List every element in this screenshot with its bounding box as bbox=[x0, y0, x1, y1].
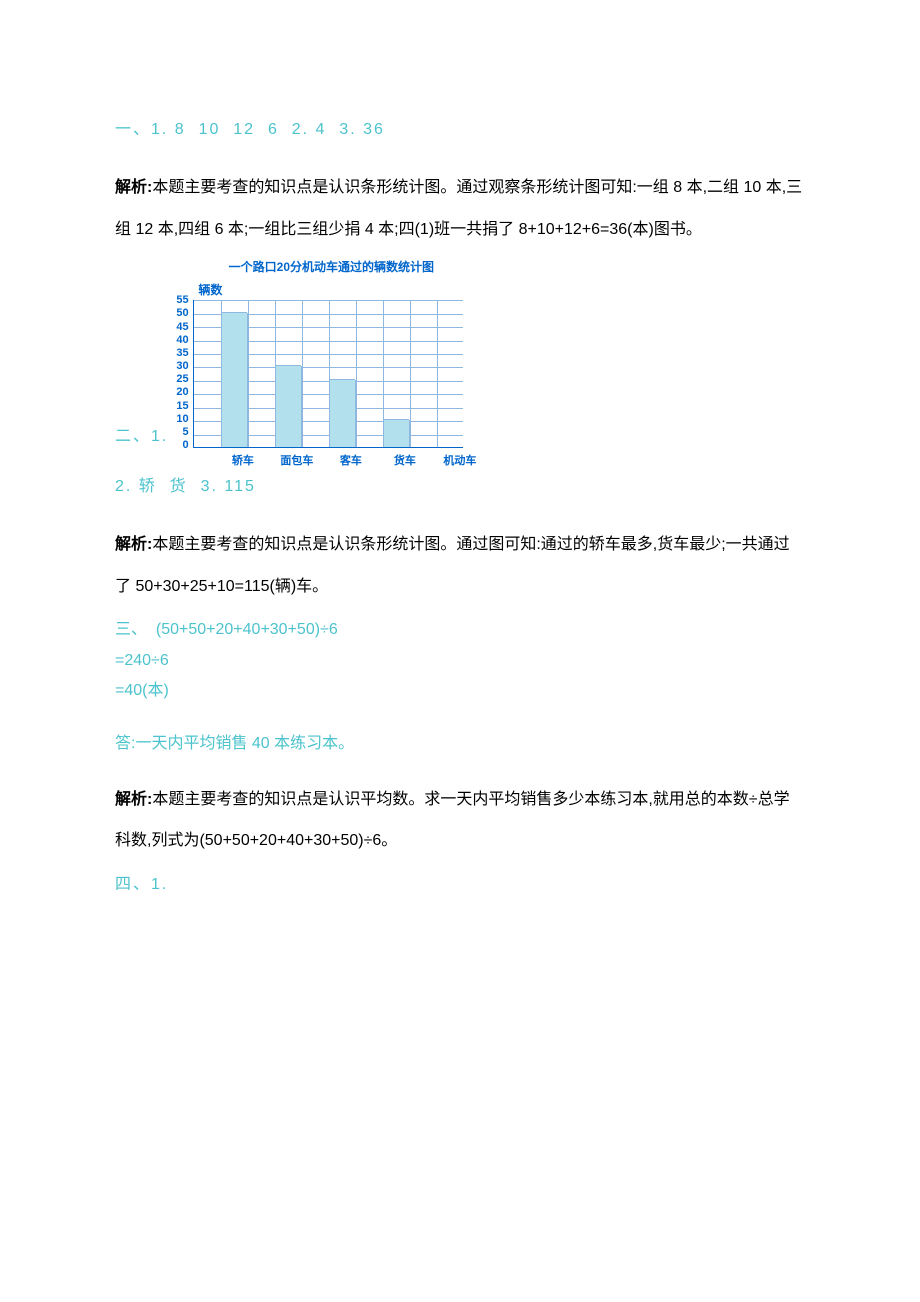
calc-line-1: 三、 (50+50+20+40+30+50)÷6 bbox=[115, 615, 805, 645]
ytick-label: 15 bbox=[176, 401, 188, 411]
xtick-label: 货车 bbox=[394, 452, 416, 468]
bar-chart: 一个路口20分机动车通过的辆数统计图 辆数 555045403530252015… bbox=[176, 258, 486, 450]
ytick-label: 0 bbox=[182, 440, 188, 450]
bar-客车 bbox=[329, 380, 356, 447]
gridline-v bbox=[302, 300, 303, 447]
ytick-label: 35 bbox=[176, 348, 188, 358]
ytick-label: 25 bbox=[176, 374, 188, 384]
chart-ylabel: 辆数 bbox=[198, 281, 486, 298]
bar-货车 bbox=[383, 420, 410, 447]
chart-xlabel-end: 机动车 bbox=[443, 452, 476, 468]
section-4-line: 四、1. bbox=[115, 870, 805, 894]
section-1-explanation: 解析:本题主要考查的知识点是认识条形统计图。通过观察条形统计图可知:一组 8 本… bbox=[115, 167, 805, 250]
ytick-label: 55 bbox=[176, 295, 188, 305]
explanation-label: 解析: bbox=[115, 791, 152, 808]
bar-面包车 bbox=[275, 366, 302, 447]
gridline-v bbox=[410, 300, 411, 447]
explanation-text: 本题主要考查的知识点是认识条形统计图。通过图可知:通过的轿车最多,货车最少;一共… bbox=[115, 536, 790, 595]
explanation-label: 解析: bbox=[115, 536, 152, 553]
ytick-label: 5 bbox=[182, 427, 188, 437]
explanation-text: 本题主要考查的知识点是认识条形统计图。通过观察条形统计图可知:一组 8 本,二组… bbox=[115, 179, 802, 238]
gridline-v bbox=[356, 300, 357, 447]
gridline-v bbox=[437, 300, 438, 447]
explanation-label: 解析: bbox=[115, 179, 152, 196]
ytick-label: 50 bbox=[176, 308, 188, 318]
section-3-explanation: 解析:本题主要考查的知识点是认识平均数。求一天内平均销售多少本练习本,就用总的本… bbox=[115, 779, 805, 862]
section-2-chart-row: 二、1. 一个路口20分机动车通过的辆数统计图 辆数 5550454035302… bbox=[115, 258, 805, 450]
section-2-explanation: 解析:本题主要考查的知识点是认识条形统计图。通过图可知:通过的轿车最多,货车最少… bbox=[115, 524, 805, 607]
calc-line-2: =240÷6 bbox=[115, 646, 805, 676]
chart-yticks: 5550454035302520151050 bbox=[176, 295, 192, 450]
bar-轿车 bbox=[221, 313, 248, 448]
ytick-label: 20 bbox=[176, 387, 188, 397]
ytick-label: 30 bbox=[176, 361, 188, 371]
xtick-label: 面包车 bbox=[280, 452, 313, 468]
chart-plot bbox=[193, 300, 463, 448]
gridline-v bbox=[248, 300, 249, 447]
explanation-text: 本题主要考查的知识点是认识平均数。求一天内平均销售多少本练习本,就用总的本数÷总… bbox=[115, 791, 790, 850]
ytick-label: 40 bbox=[176, 335, 188, 345]
ytick-label: 10 bbox=[176, 414, 188, 424]
ytick-label: 45 bbox=[176, 322, 188, 332]
xtick-label: 轿车 bbox=[232, 452, 254, 468]
xtick-label: 客车 bbox=[340, 452, 362, 468]
section-1-answer: 一、1. 8 10 12 6 2. 4 3. 36 bbox=[115, 115, 805, 139]
section-3-answer-sentence: 答:一天内平均销售 40 本练习本。 bbox=[115, 729, 805, 753]
section-3-calc: 三、 (50+50+20+40+30+50)÷6 =240÷6 =40(本) bbox=[115, 615, 805, 706]
chart-title: 一个路口20分机动车通过的辆数统计图 bbox=[176, 258, 486, 275]
section-2-prefix: 二、1. bbox=[115, 422, 168, 450]
calc-line-3: =40(本) bbox=[115, 676, 805, 706]
section-2-answer-line2: 2. 轿 货 3. 115 bbox=[115, 472, 805, 496]
